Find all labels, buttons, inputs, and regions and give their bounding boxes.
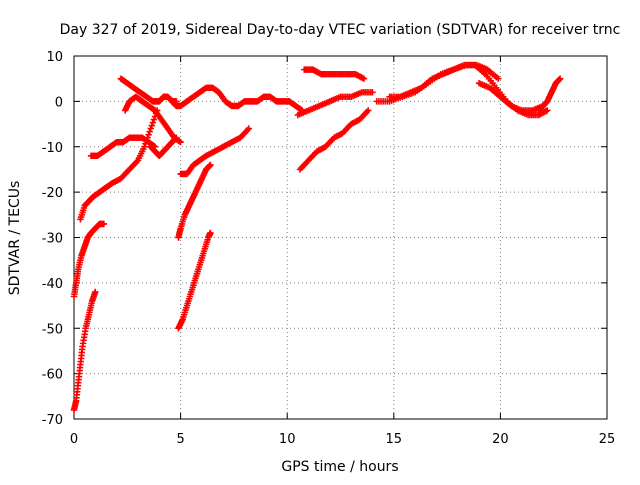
data-series-track-1 xyxy=(70,288,99,414)
y-tick-label: -50 xyxy=(42,322,63,337)
data-point xyxy=(146,128,153,135)
data-point xyxy=(360,75,368,82)
data-point xyxy=(177,139,184,146)
data-point xyxy=(539,102,547,110)
chart-title: Day 327 of 2019, Sidereal Day-to-day VTE… xyxy=(60,22,621,38)
x-tick-label: 0 xyxy=(70,432,78,447)
x-axis-title: GPS time / hours xyxy=(281,459,398,475)
data-point xyxy=(365,107,372,114)
data-series-track-7 xyxy=(147,134,180,160)
data-series-track-4 xyxy=(87,134,159,160)
data-point xyxy=(149,119,157,126)
y-axis-title: SDTVAR / TECUs xyxy=(7,181,23,296)
data-point xyxy=(207,161,214,169)
x-tick-label: 15 xyxy=(386,432,403,447)
data-point xyxy=(207,229,214,237)
data-point xyxy=(147,125,154,132)
data-series-track-10 xyxy=(177,125,253,178)
axis-ticks: 0 5 10 15 20 25 -70 -60 -50 -40 -30 -20 -10 0 10 xyxy=(42,50,616,447)
data-point xyxy=(145,131,152,138)
y-tick-label: 0 xyxy=(55,95,63,110)
data-series-track-18 xyxy=(475,80,547,114)
data-point xyxy=(141,143,148,150)
data-series-track-9 xyxy=(175,161,214,241)
data-point xyxy=(245,125,253,132)
data-point xyxy=(556,75,564,82)
data-series-track-3 xyxy=(77,107,161,223)
y-tick-label: -40 xyxy=(42,277,63,292)
data-series-track-8 xyxy=(175,229,214,332)
data-point xyxy=(369,89,376,96)
x-tick-label: 20 xyxy=(492,432,509,447)
y-tick-label: -60 xyxy=(42,368,63,383)
data-series-track-2 xyxy=(70,220,108,300)
data-point xyxy=(148,122,156,129)
data-series-track-5 xyxy=(117,75,180,105)
x-tick-label: 25 xyxy=(599,432,616,447)
x-tick-label: 10 xyxy=(279,432,296,447)
data-point xyxy=(150,116,158,123)
data-series-track-14 xyxy=(296,107,372,173)
y-tick-label: -20 xyxy=(42,186,63,201)
y-tick-label: -30 xyxy=(42,232,63,247)
data-series-track-11 xyxy=(168,84,306,114)
y-tick-label: -70 xyxy=(42,413,63,428)
data-points xyxy=(70,61,564,414)
data-point xyxy=(495,75,502,82)
data-series-track-12 xyxy=(301,66,368,82)
data-point xyxy=(100,220,108,228)
x-tick-label: 5 xyxy=(176,432,184,447)
y-tick-label: 10 xyxy=(46,50,63,65)
data-series-track-6 xyxy=(121,93,184,146)
data-series-track-13 xyxy=(294,89,376,119)
data-point xyxy=(92,288,99,296)
y-tick-label: -10 xyxy=(42,141,63,156)
data-point xyxy=(173,134,180,141)
data-point xyxy=(544,107,551,114)
